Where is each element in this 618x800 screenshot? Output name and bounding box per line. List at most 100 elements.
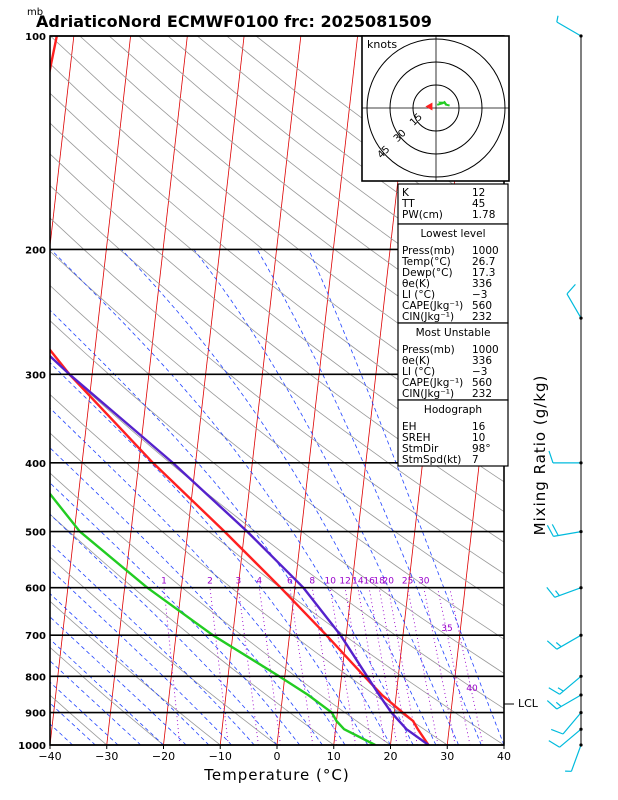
lowest-level-title: Lowest level	[420, 228, 485, 240]
mixing-ratio-line	[329, 587, 357, 745]
mixing-ratio-line	[407, 587, 439, 745]
dry-adiabat-line	[50, 356, 504, 710]
stat-row-value: 45	[472, 198, 485, 210]
pressure-tick-label: 700	[25, 631, 46, 642]
wind-barb	[565, 744, 582, 772]
dry-adiabat-line	[50, 250, 504, 607]
lowest-level-row-value: 336	[472, 278, 492, 290]
temperature-tick-label: 10	[327, 750, 341, 763]
most-unstable-row-value: 1000	[472, 344, 499, 356]
hodograph-units-label: knots	[367, 38, 397, 51]
dry-adiabat-line	[50, 122, 504, 483]
wind-barb	[546, 634, 582, 650]
pressure-tick-label: 900	[25, 709, 46, 720]
wind-barb-dot	[579, 530, 583, 534]
mixing-ratio-label: 1	[161, 577, 167, 587]
wind-barb-dot	[579, 743, 583, 747]
moist-adiabat-line	[50, 660, 142, 745]
mixing-ratio-label: 25	[402, 577, 413, 587]
lowest-level-row-value: 26.7	[472, 256, 495, 268]
lowest-level-row-label: CIN(Jkg⁻¹)	[402, 311, 454, 323]
pressure-tick-label: 500	[25, 528, 46, 539]
stat-row-label: K	[402, 187, 410, 199]
pressure-unit-label: mb	[27, 7, 43, 18]
wind-barb-dot	[579, 316, 583, 320]
lowest-level-row-value: 232	[472, 311, 492, 323]
mixing-ratio-line	[449, 587, 484, 745]
mixing-ratio-line	[423, 587, 456, 745]
mixing-ratio-line	[289, 587, 314, 745]
hodograph-trace	[436, 100, 450, 107]
hodograph-stats-row-value: 10	[472, 432, 485, 444]
lowest-level-row-label: CAPE(Jkg⁻¹)	[402, 300, 463, 312]
dry-adiabat-line	[50, 646, 164, 745]
dry-adiabat-line	[50, 513, 335, 745]
wind-barb	[546, 587, 582, 598]
lowest-level-row-label: Temp(°C)	[401, 256, 451, 268]
isotherm-line	[106, 36, 188, 745]
dry-adiabat-line	[50, 284, 504, 640]
most-unstable-row-value: 232	[472, 388, 492, 400]
most-unstable-row-label: CIN(Jkg⁻¹)	[402, 388, 454, 400]
moist-adiabat-line	[50, 681, 119, 745]
stats-box	[397, 183, 509, 225]
mixing-ratio-line	[311, 587, 338, 745]
stats-table: K 12 TT 45 PW(cm) 1.78 Lowest level Press(mb) 10…	[397, 183, 509, 467]
lowest-level-row-value: −3	[472, 289, 487, 301]
mixing-ratio-label: 2	[207, 577, 213, 587]
wind-barb	[546, 524, 582, 537]
stat-row-value: 1.78	[472, 209, 495, 221]
lowest-level-row-value: 1000	[472, 245, 499, 257]
most-unstable-row-label: θe(K)	[402, 355, 430, 367]
wind-barb-dot	[579, 461, 583, 465]
hodograph-stats-row-value: 7	[472, 454, 479, 466]
mixing-ratio-label: 10	[324, 577, 336, 587]
pressure-tick-label: 600	[25, 584, 46, 595]
wind-barbs	[546, 15, 583, 772]
hodograph-stats-box	[397, 399, 509, 467]
isotherm-line	[163, 36, 245, 745]
lowest-level-row-value: 17.3	[472, 267, 495, 279]
wind-barb-dot	[579, 34, 583, 38]
stat-row-value: 12	[472, 187, 485, 199]
isotherm-line	[219, 36, 302, 745]
mixing-ratio-label: 16	[363, 577, 375, 587]
wind-barb	[550, 712, 582, 735]
temperature-tick-label: −30	[95, 750, 118, 763]
dry-adiabat-line	[50, 432, 448, 745]
wind-barb-dot	[579, 693, 583, 697]
mixing-ratio-line	[237, 587, 259, 745]
dry-adiabat-line	[50, 153, 504, 513]
hodograph-stats-row-value: 16	[472, 421, 486, 433]
most-unstable-row-value: −3	[472, 366, 487, 378]
x-axis-label: Temperature (°C)	[203, 766, 349, 784]
lcl-label: LCL	[518, 697, 539, 710]
temperature-tick-label: −10	[209, 750, 232, 763]
dry-adiabat-line	[50, 63, 504, 425]
most-unstable-box	[397, 322, 509, 401]
chart-title: AdriaticoNord ECMWF0100 frc: 2025081509	[36, 12, 432, 31]
dry-adiabat-line	[50, 217, 504, 575]
lowest-level-row-label: θe(K)	[402, 278, 430, 290]
wind-barb-dot	[579, 586, 583, 590]
mixing-ratio-axis-label: Mixing Ratio (g/kg)	[531, 375, 549, 536]
wind-barb	[548, 675, 582, 695]
pressure-tick-label: 400	[25, 459, 46, 470]
moist-adiabat-line	[50, 616, 187, 745]
mixing-ratio-line	[344, 587, 372, 745]
wind-barb-dot	[579, 674, 583, 678]
mixing-ratio-label: 40	[466, 684, 478, 694]
most-unstable-row-value: 560	[472, 377, 492, 389]
mixing-ratio-line	[437, 587, 471, 745]
dry-adiabat-line	[50, 320, 504, 674]
isotherm-line	[50, 36, 75, 250]
wind-barb-dot	[579, 711, 583, 715]
pressure-tick-label: 800	[25, 672, 46, 683]
most-unstable-title: Most Unstable	[416, 327, 491, 339]
mixing-ratio-label: 20	[382, 577, 394, 587]
lowest-level-row-label: Dewp(°C)	[402, 267, 453, 279]
mixing-ratio-label: 8	[309, 577, 315, 587]
wind-barb	[566, 284, 582, 319]
wind-barb	[546, 694, 582, 710]
